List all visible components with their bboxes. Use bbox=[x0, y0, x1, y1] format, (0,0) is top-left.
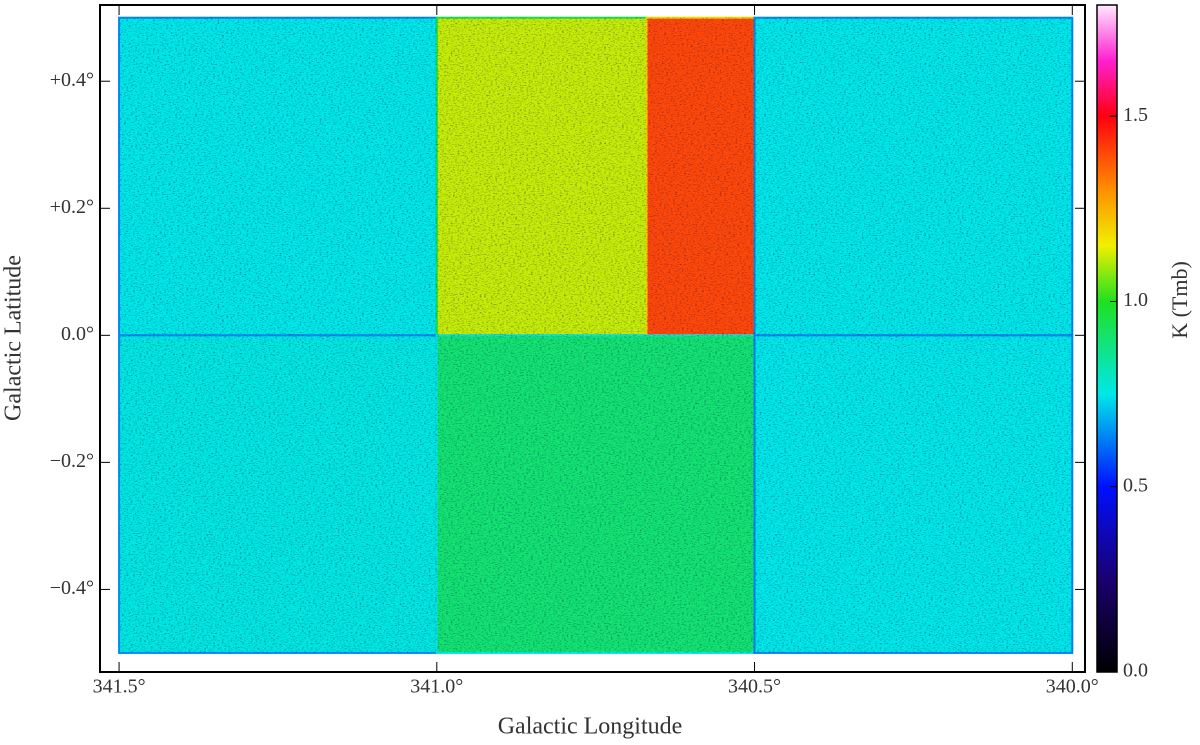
x-axis-title: Galactic Longitude bbox=[498, 714, 683, 740]
y-tick-label: +0.4° bbox=[50, 69, 94, 91]
x-tick-label: 341.0° bbox=[410, 676, 463, 698]
colorbar-tick-label: 0.0 bbox=[1123, 660, 1148, 682]
x-tick-label: 341.5° bbox=[93, 676, 146, 698]
plot-frame bbox=[99, 4, 1086, 673]
y-tick-label: 0.0° bbox=[61, 323, 94, 345]
colorbar bbox=[1096, 4, 1118, 673]
y-tick-label: −0.4° bbox=[50, 577, 94, 599]
y-tick-label: +0.2° bbox=[50, 196, 94, 218]
colorbar-tick-label: 0.5 bbox=[1123, 474, 1148, 496]
y-tick-label: −0.2° bbox=[50, 450, 94, 472]
colorbar-tick-label: 1.5 bbox=[1123, 104, 1148, 126]
colorbar-tick-label: 1.0 bbox=[1123, 289, 1148, 311]
noise-texture bbox=[119, 17, 1073, 653]
colorbar-title: K (Tmb) bbox=[1167, 261, 1192, 339]
y-axis-title: Galactic Latitude bbox=[1, 255, 27, 421]
x-tick-label: 340.0° bbox=[1046, 676, 1099, 698]
x-tick-label: 340.5° bbox=[728, 676, 781, 698]
map-area bbox=[118, 16, 1074, 654]
